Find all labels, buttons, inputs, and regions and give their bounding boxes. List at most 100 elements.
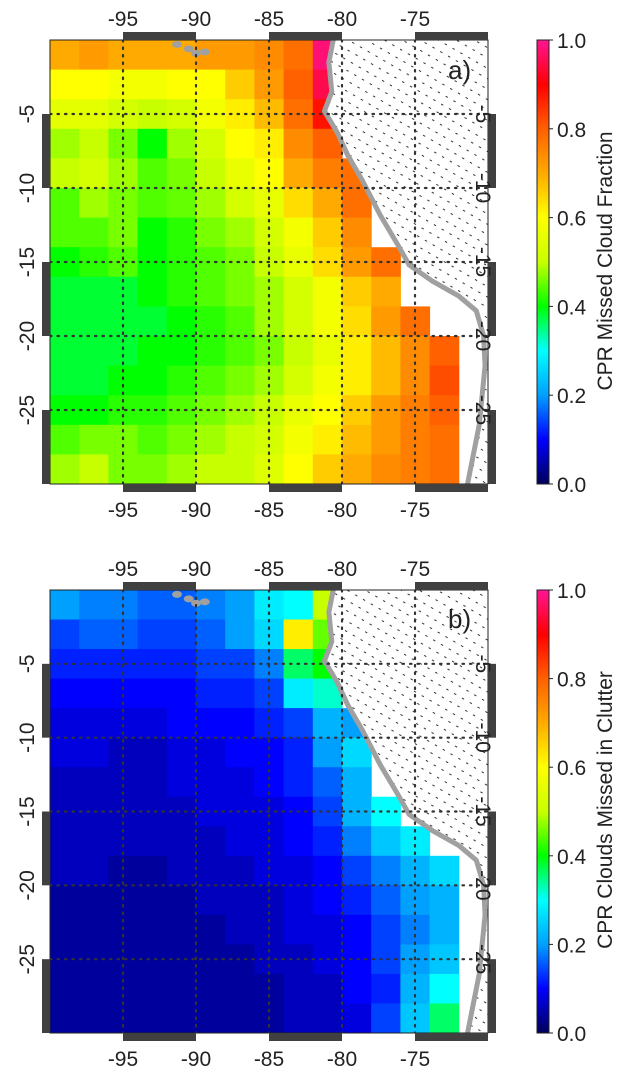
heatmap-cell bbox=[225, 40, 255, 71]
heatmap-cell bbox=[166, 619, 197, 650]
heatmap-cell bbox=[196, 708, 226, 739]
panel-b-colorbar: 0.0 0.2 0.4 0.6 0.8 1.0 bbox=[536, 580, 587, 1046]
heatmap-cell bbox=[371, 454, 401, 484]
heatmap-cell bbox=[166, 973, 197, 1004]
lon-tick-label-bottom: -85 bbox=[254, 1048, 284, 1071]
lon-tick-label-bottom: -90 bbox=[181, 1048, 211, 1071]
heatmap-cell bbox=[166, 767, 197, 798]
heatmap-cell bbox=[342, 336, 372, 367]
heatmap-cell bbox=[225, 69, 255, 100]
heatmap-cell bbox=[137, 885, 168, 916]
heatmap-cell bbox=[137, 737, 168, 768]
heatmap-cell bbox=[50, 365, 80, 396]
heatmap-cell bbox=[137, 454, 168, 484]
heatmap-cell bbox=[50, 826, 80, 857]
colorbar-tick-label: 0.2 bbox=[557, 934, 586, 957]
heatmap-cell bbox=[371, 336, 401, 367]
heatmap-cell bbox=[312, 767, 343, 798]
heatmap-cell bbox=[196, 885, 226, 916]
heatmap-cell bbox=[312, 336, 343, 367]
island bbox=[191, 599, 201, 607]
lon-tick-label-top: -85 bbox=[254, 558, 284, 581]
heatmap-cell bbox=[312, 424, 343, 455]
heatmap-cell bbox=[283, 885, 314, 916]
heatmap-cell bbox=[312, 276, 343, 307]
heatmap-cell bbox=[371, 424, 401, 455]
lat-tick-label-right: -10 bbox=[471, 722, 494, 752]
heatmap-cell bbox=[137, 1003, 168, 1033]
heatmap-cell bbox=[429, 365, 460, 396]
heatmap-cell bbox=[225, 590, 255, 621]
heatmap-cell bbox=[137, 365, 168, 396]
heatmap-cell bbox=[225, 336, 255, 367]
heatmap-cell bbox=[196, 1003, 226, 1033]
heatmap-cell bbox=[225, 737, 255, 768]
heatmap-cell bbox=[166, 336, 197, 367]
heatmap-cell bbox=[50, 737, 80, 768]
panel-b-label: b) bbox=[448, 604, 471, 634]
heatmap-cell bbox=[50, 914, 80, 945]
heatmap-cell bbox=[166, 737, 197, 768]
heatmap-cell bbox=[283, 914, 314, 945]
heatmap-cell bbox=[79, 128, 109, 159]
panel-a-label: a) bbox=[448, 55, 471, 85]
panel-a-colorbar-label: CPR Missed Cloud Fraction bbox=[594, 131, 617, 390]
heatmap-cell bbox=[225, 678, 255, 709]
heatmap-cell bbox=[79, 973, 109, 1004]
heatmap-cell bbox=[137, 855, 168, 886]
heatmap-cell bbox=[283, 1003, 314, 1033]
heatmap-cell bbox=[137, 188, 168, 219]
heatmap-cell bbox=[79, 767, 109, 798]
heatmap-cell bbox=[50, 306, 80, 337]
border-bar bbox=[415, 484, 488, 492]
heatmap-cell bbox=[50, 678, 80, 709]
heatmap-cell bbox=[79, 885, 109, 916]
heatmap-cell bbox=[342, 365, 372, 396]
lat-tick-label-left: -15 bbox=[16, 247, 39, 277]
heatmap-cell bbox=[225, 188, 255, 219]
heatmap-cell bbox=[196, 158, 226, 189]
heatmap-cell bbox=[283, 188, 314, 219]
heatmap-cell bbox=[50, 217, 80, 248]
heatmap-cell bbox=[166, 158, 197, 189]
colorbar-tick-label: 0.6 bbox=[557, 208, 586, 231]
heatmap-cell bbox=[196, 826, 226, 857]
heatmap-cell bbox=[79, 619, 109, 650]
heatmap-cell bbox=[371, 885, 401, 916]
panel-b-map bbox=[42, 582, 496, 1041]
heatmap-cell bbox=[137, 69, 168, 100]
heatmap-cell bbox=[166, 855, 197, 886]
heatmap-cell bbox=[79, 914, 109, 945]
heatmap-cell bbox=[312, 826, 343, 857]
heatmap-cell bbox=[166, 1003, 197, 1033]
border-bar bbox=[42, 114, 50, 188]
heatmap-cell bbox=[79, 708, 109, 739]
heatmap-cell bbox=[342, 885, 372, 916]
heatmap-cell bbox=[166, 217, 197, 248]
lat-tick-label-right: -15 bbox=[471, 796, 494, 826]
heatmap-cell bbox=[283, 454, 314, 484]
colorbar-tick-label: 1.0 bbox=[557, 30, 586, 53]
heatmap-cell bbox=[283, 708, 314, 739]
heatmap-cell bbox=[312, 188, 343, 219]
heatmap-cell bbox=[371, 1003, 401, 1033]
heatmap-cell bbox=[225, 158, 255, 189]
heatmap-cell bbox=[137, 678, 168, 709]
heatmap-cell bbox=[312, 737, 343, 768]
border-bar bbox=[123, 32, 196, 40]
heatmap-cell bbox=[79, 590, 109, 621]
heatmap-cell bbox=[283, 424, 314, 455]
heatmap-cell bbox=[196, 365, 226, 396]
lon-tick-label-top: -90 bbox=[181, 8, 211, 31]
lon-tick-label-bottom: -90 bbox=[181, 499, 211, 522]
lat-tick-label-left: -20 bbox=[16, 870, 39, 900]
heatmap-cell bbox=[342, 914, 372, 945]
heatmap-cell bbox=[342, 973, 372, 1004]
island bbox=[199, 598, 210, 606]
lat-tick-label-left: -25 bbox=[16, 944, 39, 974]
heatmap-cell bbox=[79, 1003, 109, 1033]
lon-tick-label-top: -75 bbox=[400, 8, 430, 31]
heatmap-cell bbox=[225, 914, 255, 945]
heatmap-cell bbox=[137, 619, 168, 650]
heatmap-cell bbox=[371, 855, 401, 886]
